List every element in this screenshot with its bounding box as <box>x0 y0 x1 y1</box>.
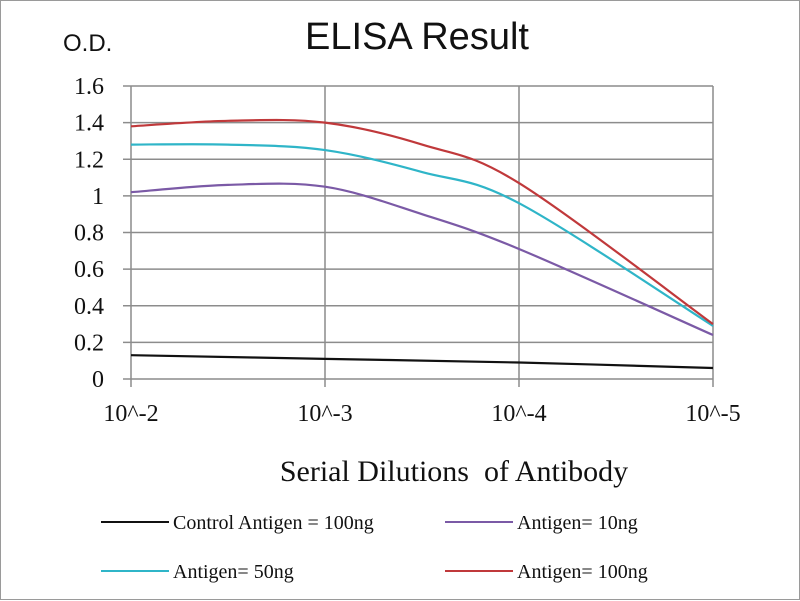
ticks-layer: 0 0.2 0.4 0.6 0.8 1 1.2 1.4 1.6 10^-2 10^-3 10^-4 10… <box>74 74 741 427</box>
series-layer <box>130 118 714 370</box>
x-tick-label: 10^-5 <box>685 401 740 427</box>
series-line-10ng <box>130 182 714 337</box>
chart-title: ELISA Result <box>305 16 529 58</box>
grid-layer <box>131 85 714 379</box>
x-tick-label: 10^-4 <box>491 401 546 427</box>
legend-label-100ng: Antigen= 100ng <box>517 561 648 583</box>
y-tick-label: 0.8 <box>74 221 104 247</box>
legend: Control Antigen = 100ng Antigen= 10ng An… <box>101 512 648 583</box>
y-tick-label: 1 <box>92 184 104 210</box>
legend-label-10ng: Antigen= 10ng <box>517 512 638 534</box>
axis-layer <box>123 85 714 387</box>
x-axis-label: Serial Dilutions of Antibody <box>280 455 628 488</box>
x-tick-label: 10^-3 <box>297 401 352 427</box>
y-tick-label: 0.4 <box>74 294 104 320</box>
y-tick-label: 1.6 <box>74 74 104 100</box>
y-axis-label: O.D. <box>63 30 112 57</box>
legend-label-control: Control Antigen = 100ng <box>173 512 374 534</box>
y-tick-label: 0.6 <box>74 257 104 283</box>
series-line-50ng <box>130 143 714 327</box>
series-line-control <box>130 354 714 370</box>
legend-label-50ng: Antigen= 50ng <box>173 561 294 583</box>
y-tick-label: 1.4 <box>74 111 104 137</box>
y-tick-label: 1.2 <box>74 147 104 173</box>
x-tick-label: 10^-2 <box>103 401 158 427</box>
series-line-100ng <box>130 118 714 325</box>
y-tick-label: 0.2 <box>74 330 104 356</box>
y-tick-label: 0 <box>92 367 104 393</box>
